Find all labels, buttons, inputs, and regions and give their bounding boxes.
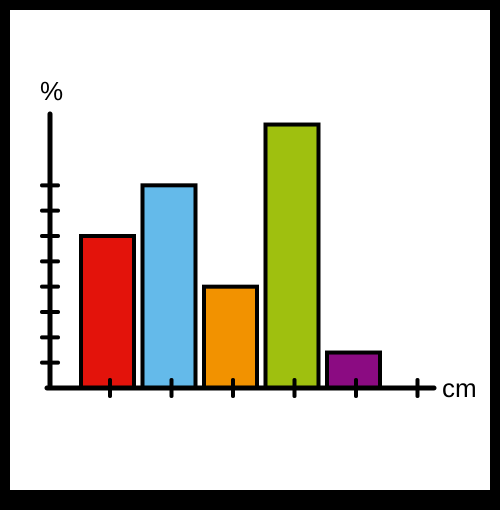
bar-2 — [143, 185, 196, 388]
bar-3 — [204, 287, 257, 388]
x-axis-label: cm — [442, 373, 477, 403]
bar-4 — [266, 125, 319, 388]
bar-5 — [327, 353, 380, 388]
bar-1 — [81, 236, 134, 388]
y-axis-label: % — [40, 76, 63, 106]
bars-group — [81, 125, 380, 388]
bar-chart: % cm — [10, 10, 500, 510]
